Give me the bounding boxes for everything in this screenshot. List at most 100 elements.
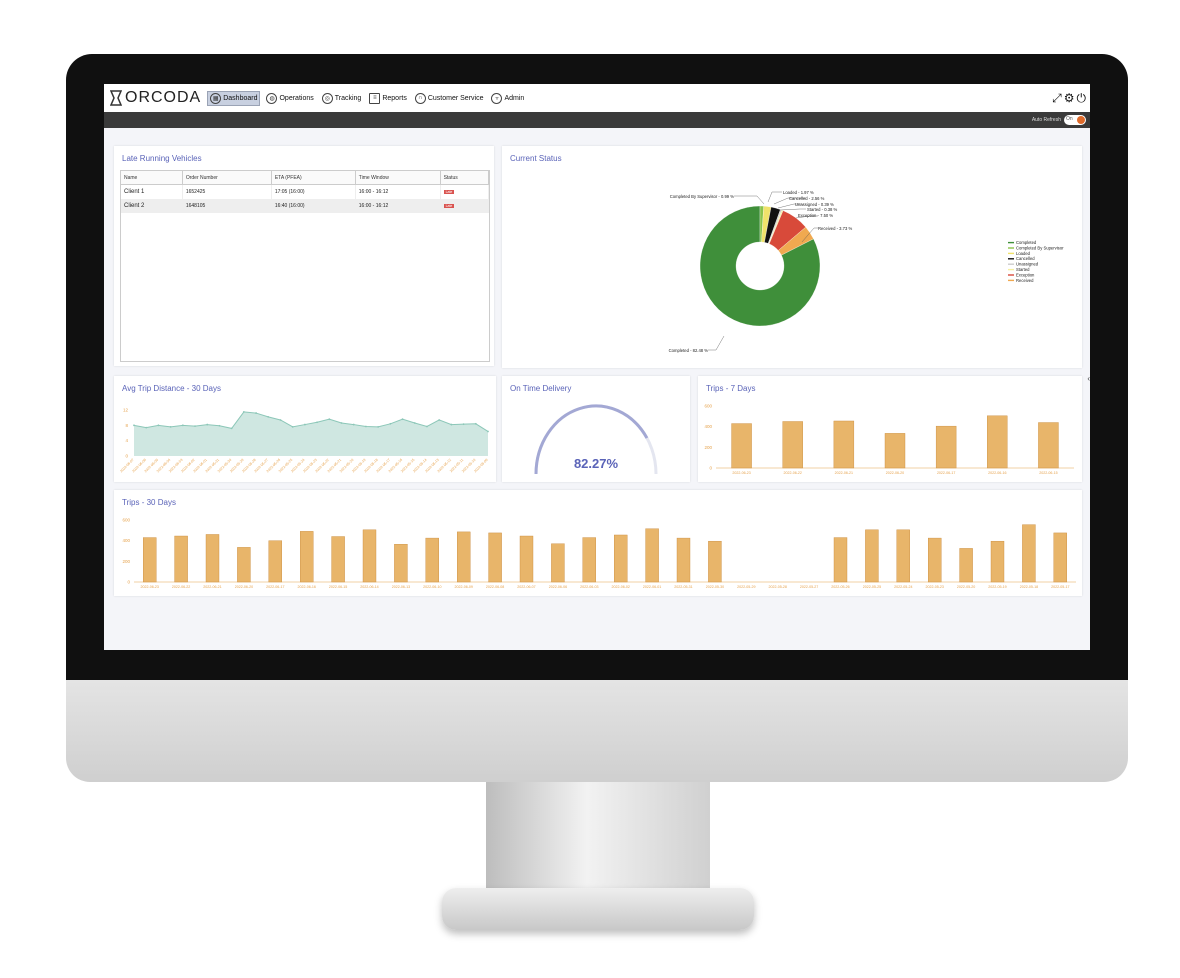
table-row[interactable]: Client 2 1648105 16:40 (16:00) 16:00 - 1… xyxy=(121,199,490,213)
bar[interactable] xyxy=(174,535,188,583)
legend-item[interactable]: Exception xyxy=(1016,272,1035,277)
legend-item[interactable]: Completed By Supervisor xyxy=(1016,245,1064,250)
bar[interactable] xyxy=(833,420,855,469)
legend-item[interactable]: Completed xyxy=(1016,240,1037,245)
nav-admin[interactable]: ▿ Admin xyxy=(489,92,526,105)
data-point[interactable] xyxy=(462,423,465,426)
data-point[interactable] xyxy=(242,411,245,413)
bar[interactable] xyxy=(896,529,910,583)
data-point[interactable] xyxy=(474,422,477,425)
bar[interactable] xyxy=(362,529,377,583)
bar[interactable] xyxy=(645,528,659,583)
col-header[interactable]: Name xyxy=(121,171,183,185)
data-point[interactable] xyxy=(157,424,160,427)
data-point[interactable] xyxy=(316,421,319,424)
data-point[interactable] xyxy=(291,425,294,428)
bar[interactable] xyxy=(425,537,439,583)
bar[interactable] xyxy=(782,421,803,469)
col-header[interactable]: Status xyxy=(440,171,490,185)
bar[interactable] xyxy=(731,423,752,469)
data-point[interactable] xyxy=(413,422,416,424)
label-started: Started - 0.38 % xyxy=(807,207,838,212)
nav-dashboard[interactable]: ▦ Dashboard xyxy=(207,90,261,106)
data-point[interactable] xyxy=(255,412,257,414)
bar[interactable] xyxy=(614,534,628,583)
data-point[interactable] xyxy=(365,425,367,428)
donut-slice-received[interactable] xyxy=(778,226,814,256)
nav-customer-service[interactable]: ∩ Customer Service xyxy=(413,92,486,105)
x-tick-label: 2022-06-13 xyxy=(392,585,410,589)
card-title: Late Running Vehicles xyxy=(122,154,202,163)
bar[interactable] xyxy=(457,531,471,583)
data-point[interactable] xyxy=(230,427,233,430)
bar[interactable] xyxy=(488,532,502,583)
bar[interactable] xyxy=(1022,524,1036,583)
bar[interactable] xyxy=(1053,532,1067,583)
data-point[interactable] xyxy=(194,425,196,427)
gear-icon[interactable]: ⚙ xyxy=(1063,91,1075,105)
data-point[interactable] xyxy=(450,423,453,426)
legend-item[interactable]: Cancelled xyxy=(1016,256,1035,261)
legend-item[interactable]: Unassigned xyxy=(1016,262,1039,267)
data-point[interactable] xyxy=(267,416,270,418)
data-point[interactable] xyxy=(218,424,221,427)
bar[interactable] xyxy=(833,537,848,583)
collapse-handle[interactable]: ‹ xyxy=(1087,374,1090,383)
bar[interactable] xyxy=(935,425,957,469)
data-point[interactable] xyxy=(487,430,489,433)
bar[interactable] xyxy=(884,433,906,469)
bar[interactable] xyxy=(205,534,220,583)
data-point[interactable] xyxy=(426,425,428,428)
fullscreen-icon[interactable]: ⤢ xyxy=(1052,90,1062,105)
data-point[interactable] xyxy=(340,422,343,424)
trips-7-days-bar-chart: 600 400 200 0 2022-06-23 2022-06-22 2022-06-21… xyxy=(704,404,1074,475)
bar[interactable] xyxy=(519,535,534,583)
cell-window: 16:00 - 16:12 xyxy=(355,184,441,199)
bar[interactable] xyxy=(990,540,1005,583)
bar[interactable] xyxy=(987,415,1008,469)
bar[interactable] xyxy=(865,529,879,583)
bar[interactable] xyxy=(331,536,345,583)
data-point[interactable] xyxy=(181,424,184,427)
data-point[interactable] xyxy=(133,424,135,427)
data-point[interactable] xyxy=(438,419,441,421)
data-point[interactable] xyxy=(145,426,148,429)
bar[interactable] xyxy=(708,540,722,583)
data-point[interactable] xyxy=(328,418,331,421)
logo[interactable]: ORCODA xyxy=(110,89,201,107)
bar[interactable] xyxy=(237,547,251,583)
bar[interactable] xyxy=(268,540,283,583)
headset-icon: ∩ xyxy=(414,92,426,104)
nav-tracking[interactable]: ◎ Tracking xyxy=(320,92,364,105)
legend-item[interactable]: Received xyxy=(1016,278,1034,283)
legend-item[interactable]: Started xyxy=(1016,267,1030,272)
col-header[interactable]: Time Window xyxy=(355,171,441,185)
bar[interactable] xyxy=(394,544,408,583)
auto-refresh-toggle[interactable]: On xyxy=(1064,115,1086,125)
power-icon[interactable]: ⏻ xyxy=(1076,90,1087,105)
bar[interactable] xyxy=(1038,422,1059,469)
bar[interactable] xyxy=(676,537,691,583)
data-point[interactable] xyxy=(303,423,306,426)
data-point[interactable] xyxy=(279,419,282,421)
table-row[interactable]: Client 1 1652425 17:05 (16:00) 16:00 - 1… xyxy=(121,184,490,199)
bar[interactable] xyxy=(143,537,157,583)
bar[interactable] xyxy=(551,543,565,583)
data-point[interactable] xyxy=(401,418,404,421)
cell-status: Late xyxy=(440,199,490,213)
data-point[interactable] xyxy=(352,423,355,426)
col-header[interactable]: Order Number xyxy=(182,171,272,185)
data-point[interactable] xyxy=(206,423,209,426)
bar[interactable] xyxy=(299,531,314,583)
data-point[interactable] xyxy=(169,425,172,428)
bar[interactable] xyxy=(582,537,596,583)
legend-item[interactable]: Loaded xyxy=(1016,251,1031,256)
col-header[interactable]: ETA (PFEA) xyxy=(271,171,356,185)
nav-operations[interactable]: ◍ Operations xyxy=(264,92,315,105)
data-point[interactable] xyxy=(389,422,392,425)
bar[interactable] xyxy=(928,537,942,583)
nav-reports[interactable]: ≡ Reports xyxy=(367,92,409,105)
data-point[interactable] xyxy=(377,425,380,428)
y-tick-label: 600 xyxy=(122,518,130,523)
bar[interactable] xyxy=(959,548,973,583)
